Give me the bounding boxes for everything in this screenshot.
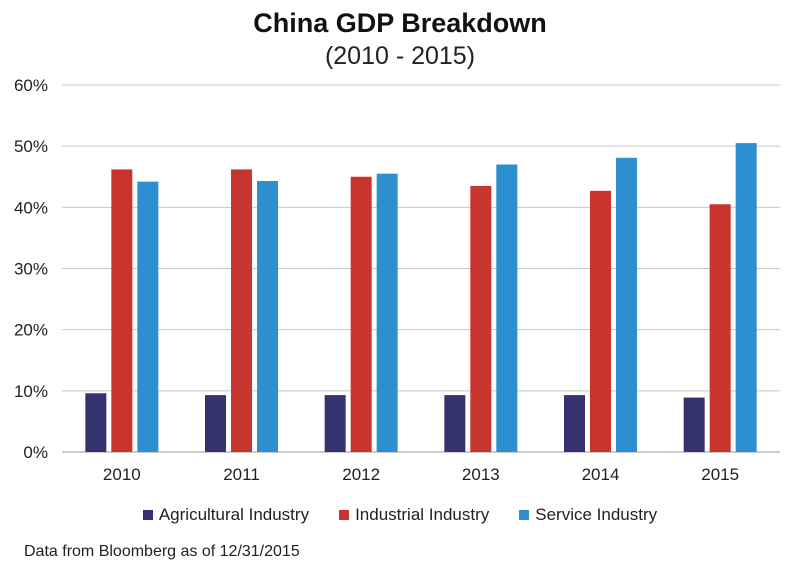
y-tick-label: 40% <box>14 198 48 217</box>
x-tick-label: 2014 <box>582 465 620 484</box>
y-tick-label: 30% <box>14 260 48 279</box>
chart-title: China GDP Breakdown <box>253 8 547 38</box>
bar-service-industry-2011 <box>257 181 278 452</box>
bar-service-industry-2010 <box>137 181 159 453</box>
legend-item-industrial: Industrial Industry <box>339 505 489 525</box>
x-tick-label: 2010 <box>103 465 141 484</box>
y-tick-label: 10% <box>14 382 48 401</box>
x-tick-label: 2013 <box>462 465 500 484</box>
bar-industrial-industry-2014 <box>590 190 611 452</box>
bar-service-industry-2012 <box>376 173 398 453</box>
bar-agricultural-industry-2013 <box>444 395 466 452</box>
y-tick-label: 0% <box>23 443 48 462</box>
chart-subtitle: (2010 - 2015) <box>324 42 476 70</box>
bar-industrial-industry-2011 <box>231 169 252 452</box>
bar-agricultural-industry-2011 <box>205 395 226 452</box>
x-tick-label: 2011 <box>223 465 260 484</box>
x-tick-label: 2015 <box>701 465 739 484</box>
bar-service-industry-2013 <box>496 164 518 452</box>
legend-swatch-service <box>519 510 530 520</box>
legend-swatch-agricultural <box>142 510 153 520</box>
y-tick-label: 50% <box>14 137 48 156</box>
bar-service-industry-2015 <box>735 143 757 452</box>
footnote: Data from Bloomberg as of 12/31/2015 <box>24 543 300 560</box>
legend-label-service: Service Industry <box>535 505 658 524</box>
bar-industrial-industry-2010 <box>111 169 133 452</box>
legend-item-service: Service Industry <box>519 505 657 525</box>
bar-agricultural-industry-2014 <box>564 395 585 452</box>
legend: Agricultural Industry Industrial Industr… <box>0 505 800 525</box>
legend-swatch-industrial <box>339 510 350 520</box>
legend-item-agricultural: Agricultural Industry <box>142 505 310 525</box>
bar-agricultural-industry-2012 <box>324 395 346 452</box>
y-tick-label: 60% <box>14 76 48 95</box>
bar-service-industry-2014 <box>616 157 637 452</box>
bar-industrial-industry-2015 <box>709 204 731 452</box>
y-tick-label: 20% <box>14 321 48 340</box>
x-tick-label: 2012 <box>342 465 380 484</box>
bar-agricultural-industry-2010 <box>85 393 107 452</box>
legend-label-industrial: Industrial Industry <box>355 505 490 524</box>
bar-agricultural-industry-2015 <box>683 397 705 452</box>
bar-industrial-industry-2012 <box>350 176 372 452</box>
legend-label-agricultural: Agricultural Industry <box>158 505 310 524</box>
bar-industrial-industry-2013 <box>470 185 492 453</box>
